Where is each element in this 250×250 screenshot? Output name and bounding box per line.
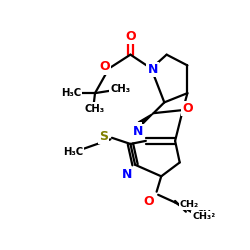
Polygon shape <box>138 113 154 126</box>
Text: H₃C: H₃C <box>61 88 81 98</box>
Text: N: N <box>122 168 132 181</box>
Text: CH₃: CH₃ <box>110 84 130 94</box>
Text: O: O <box>99 60 110 74</box>
Text: CH₂: CH₂ <box>197 210 216 219</box>
Text: CH₃: CH₃ <box>192 212 211 221</box>
Text: S: S <box>99 130 108 143</box>
Text: O: O <box>143 195 154 208</box>
Text: O: O <box>125 30 136 43</box>
Text: CH₃: CH₃ <box>84 104 104 114</box>
Text: H: H <box>132 124 141 134</box>
Text: CH₂: CH₂ <box>180 200 199 208</box>
Text: O: O <box>182 102 193 115</box>
Text: N: N <box>148 63 158 76</box>
Text: H₃C: H₃C <box>63 147 83 157</box>
Text: N: N <box>132 125 143 138</box>
